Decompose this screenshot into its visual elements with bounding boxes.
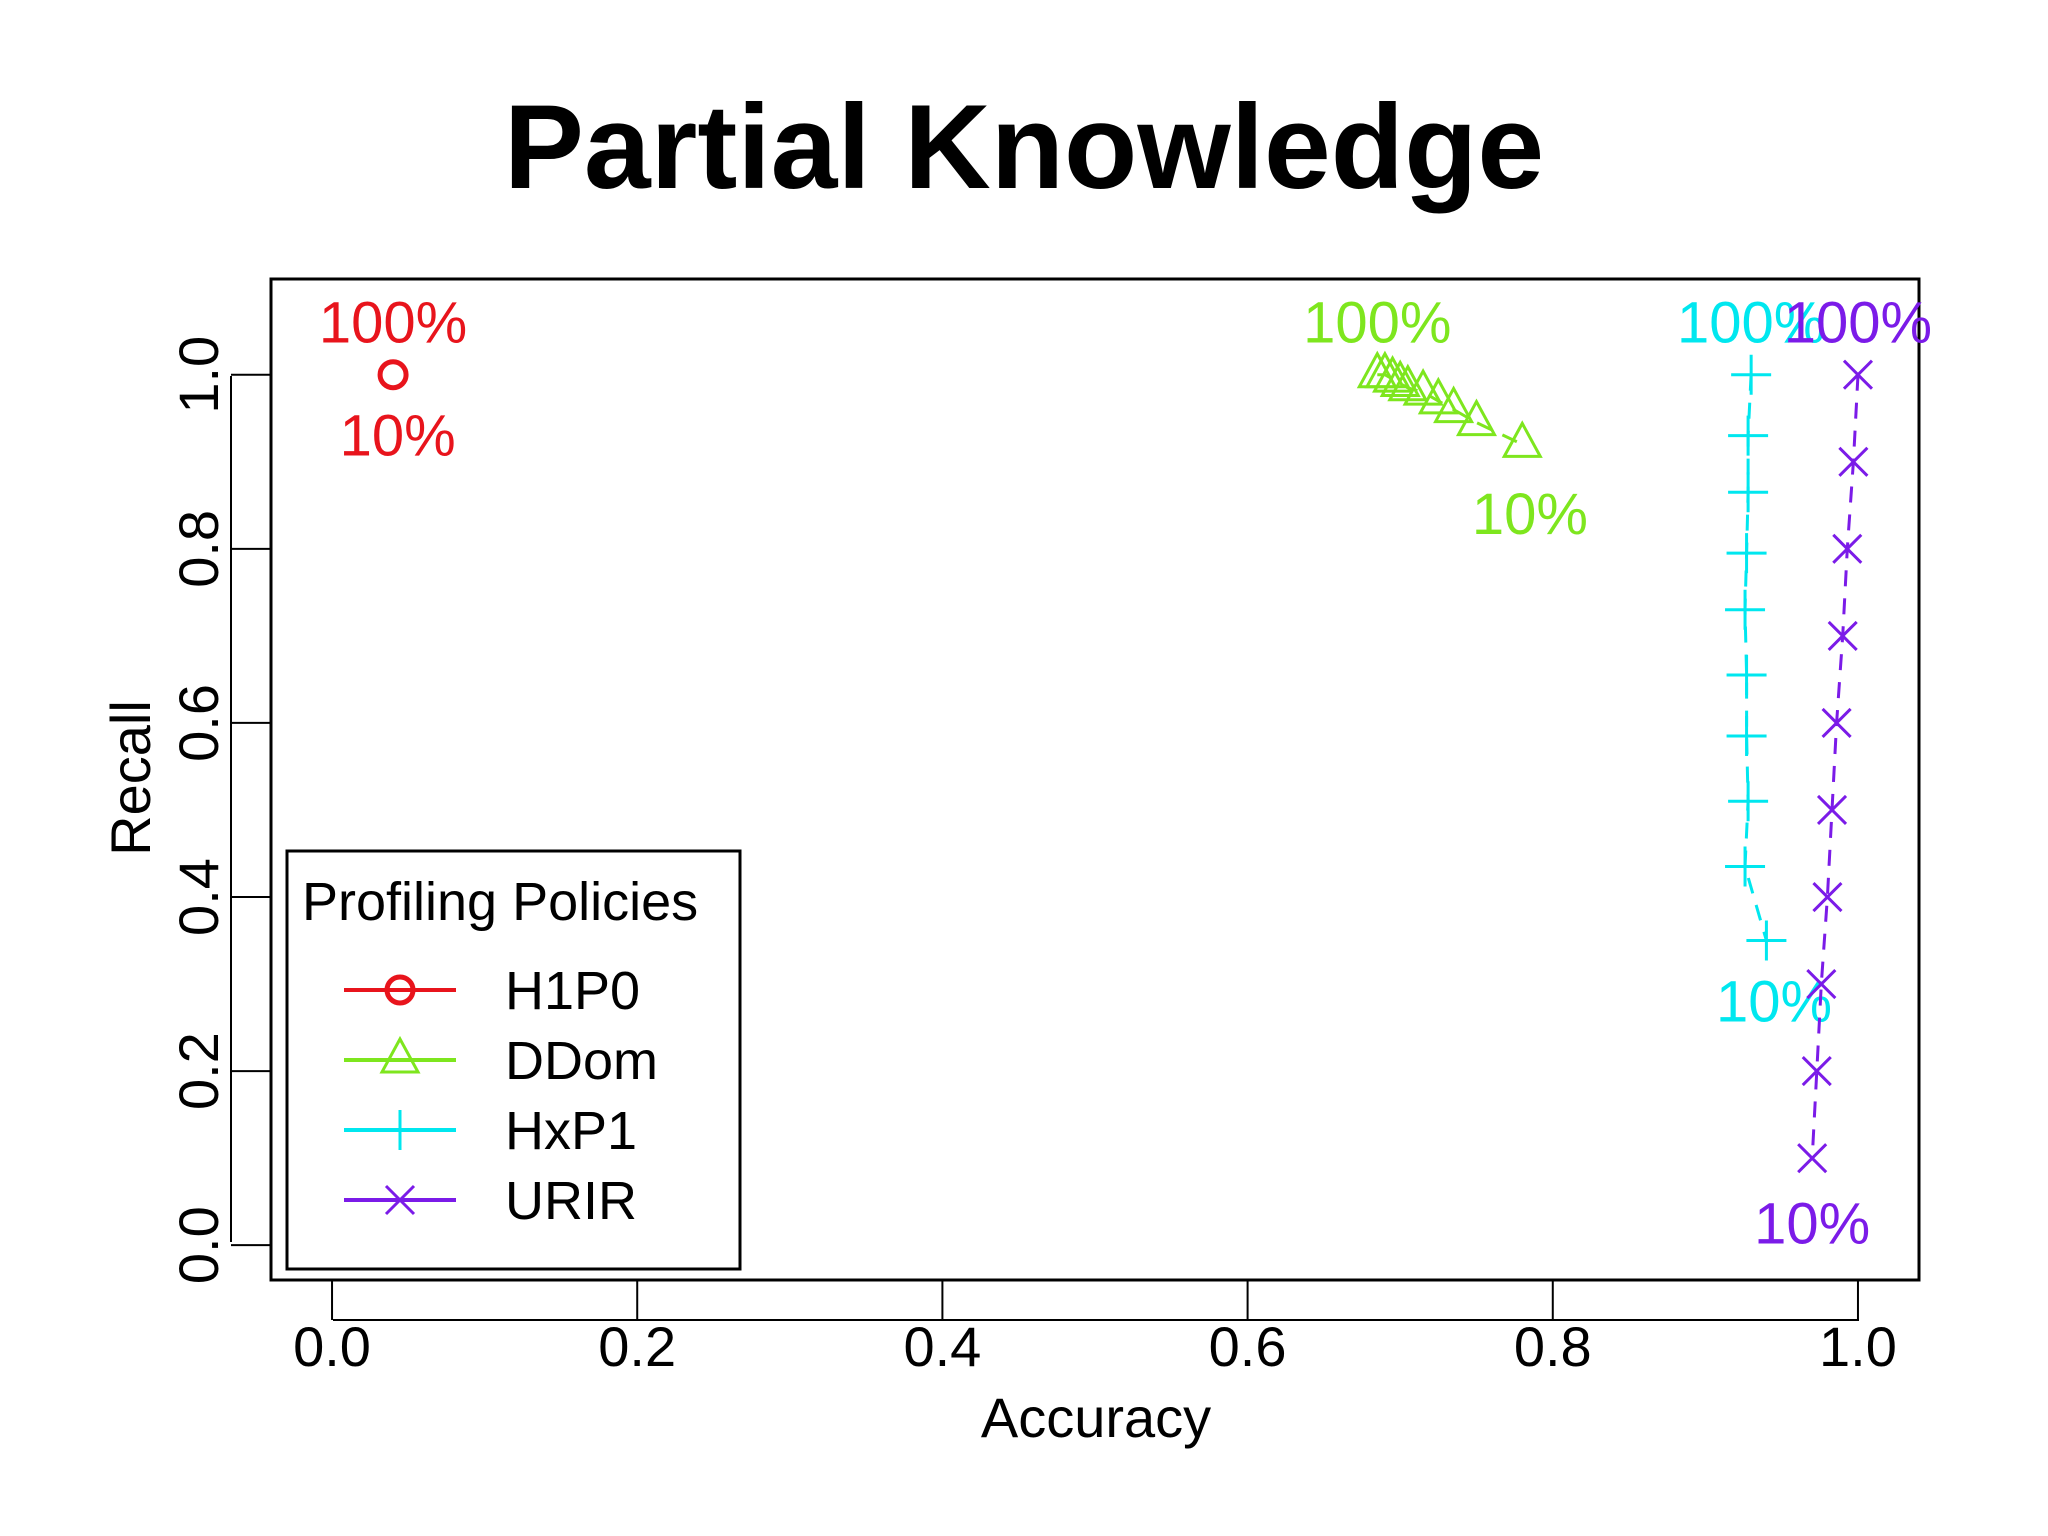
data-point bbox=[1728, 472, 1769, 513]
legend-marker bbox=[384, 1184, 416, 1216]
y-tick-label: 0.0 bbox=[167, 1206, 230, 1284]
point-label: 100% bbox=[1677, 291, 1825, 356]
y-axis-title: Recall bbox=[99, 700, 162, 856]
y-tick-label: 0.2 bbox=[167, 1032, 230, 1110]
data-point bbox=[1725, 846, 1766, 887]
y-tick-label: 1.0 bbox=[167, 336, 230, 414]
series-layer: 100% 10% 100% 10% 100% 10% 100% 10% bbox=[319, 291, 1932, 1257]
series-hxp1: 100% 10% bbox=[1677, 291, 1832, 1035]
data-point bbox=[1842, 359, 1874, 390]
legend-entry-urir: URIR bbox=[344, 1171, 637, 1231]
legend-entry-ddom: DDom bbox=[344, 1031, 658, 1091]
x-axis-title: Accuracy bbox=[981, 1386, 1211, 1449]
series-h1p0: 100% 10% bbox=[319, 291, 467, 469]
data-point bbox=[1364, 350, 1406, 389]
legend-label: HxP1 bbox=[505, 1101, 637, 1161]
data-point bbox=[1731, 354, 1772, 395]
y-tick-label: 0.6 bbox=[167, 684, 230, 762]
x-tick-label: 0.2 bbox=[598, 1315, 676, 1378]
point-label: 100% bbox=[319, 291, 467, 356]
data-point bbox=[1801, 1056, 1832, 1087]
legend-marker bbox=[379, 1035, 421, 1074]
point-label: 10% bbox=[340, 404, 456, 469]
data-point bbox=[1806, 968, 1837, 1000]
x-tick-label: 1.0 bbox=[1819, 1315, 1897, 1378]
legend-label: DDom bbox=[505, 1031, 658, 1091]
point-label: 100% bbox=[1784, 291, 1932, 356]
page-title: Partial Knowledge bbox=[503, 80, 1545, 214]
data-point bbox=[1726, 533, 1767, 574]
legend-label: URIR bbox=[505, 1171, 637, 1231]
legend-entries: H1P0 DDom HxP1 URIR bbox=[344, 961, 658, 1231]
plot-frame bbox=[269, 277, 1921, 1282]
series-line bbox=[1743, 374, 1768, 941]
data-point bbox=[1838, 446, 1869, 477]
data-point bbox=[1455, 398, 1498, 437]
x-tick-label: 0.8 bbox=[1514, 1315, 1592, 1378]
data-point bbox=[1827, 620, 1858, 651]
data-point bbox=[1725, 589, 1766, 630]
data-point bbox=[1832, 533, 1863, 564]
series-ddom: 100% 10% bbox=[1303, 291, 1588, 547]
series-urir: 100% 10% bbox=[1754, 291, 1932, 1257]
data-point bbox=[1728, 781, 1769, 822]
x-tick-label: 0.4 bbox=[903, 1315, 981, 1378]
series-line bbox=[1810, 374, 1860, 1159]
legend-entry-h1p0: H1P0 bbox=[344, 961, 640, 1021]
data-point bbox=[1726, 655, 1767, 696]
data-point bbox=[1501, 420, 1543, 458]
data-point bbox=[1746, 920, 1787, 961]
data-point bbox=[1726, 715, 1767, 756]
y-tick-label: 0.8 bbox=[167, 510, 230, 588]
data-point bbox=[1379, 359, 1421, 397]
data-point bbox=[1417, 376, 1459, 415]
data-point bbox=[377, 359, 409, 391]
legend: Profiling Policies H1P0 DDom HxP1 URIR bbox=[285, 849, 742, 1271]
x-axis: 0.0 0.2 0.4 0.6 0.8 1.0 bbox=[293, 1280, 1897, 1378]
data-point bbox=[1433, 385, 1475, 424]
data-point bbox=[1797, 1143, 1828, 1174]
x-tick-label: 0.6 bbox=[1209, 1315, 1287, 1378]
data-point bbox=[1402, 368, 1444, 406]
data-point bbox=[1372, 354, 1414, 393]
legend-title: Profiling Policies bbox=[302, 872, 698, 932]
point-label: 10% bbox=[1754, 1191, 1870, 1256]
legend-marker bbox=[384, 974, 416, 1006]
data-point bbox=[1812, 881, 1843, 913]
point-label: 100% bbox=[1303, 291, 1451, 356]
data-point bbox=[1816, 794, 1848, 826]
data-point bbox=[1728, 415, 1769, 456]
point-label: 10% bbox=[1716, 969, 1832, 1034]
legend-entry-hxp1: HxP1 bbox=[344, 1101, 637, 1161]
point-label: 10% bbox=[1472, 482, 1588, 547]
y-tick-label: 0.4 bbox=[167, 858, 230, 936]
x-tick-label: 0.0 bbox=[293, 1315, 371, 1378]
legend-marker bbox=[380, 1110, 420, 1150]
y-axis: 0.0 0.2 0.4 0.6 0.8 1.0 bbox=[167, 336, 271, 1284]
legend-label: H1P0 bbox=[505, 961, 640, 1021]
data-point bbox=[1821, 707, 1852, 738]
